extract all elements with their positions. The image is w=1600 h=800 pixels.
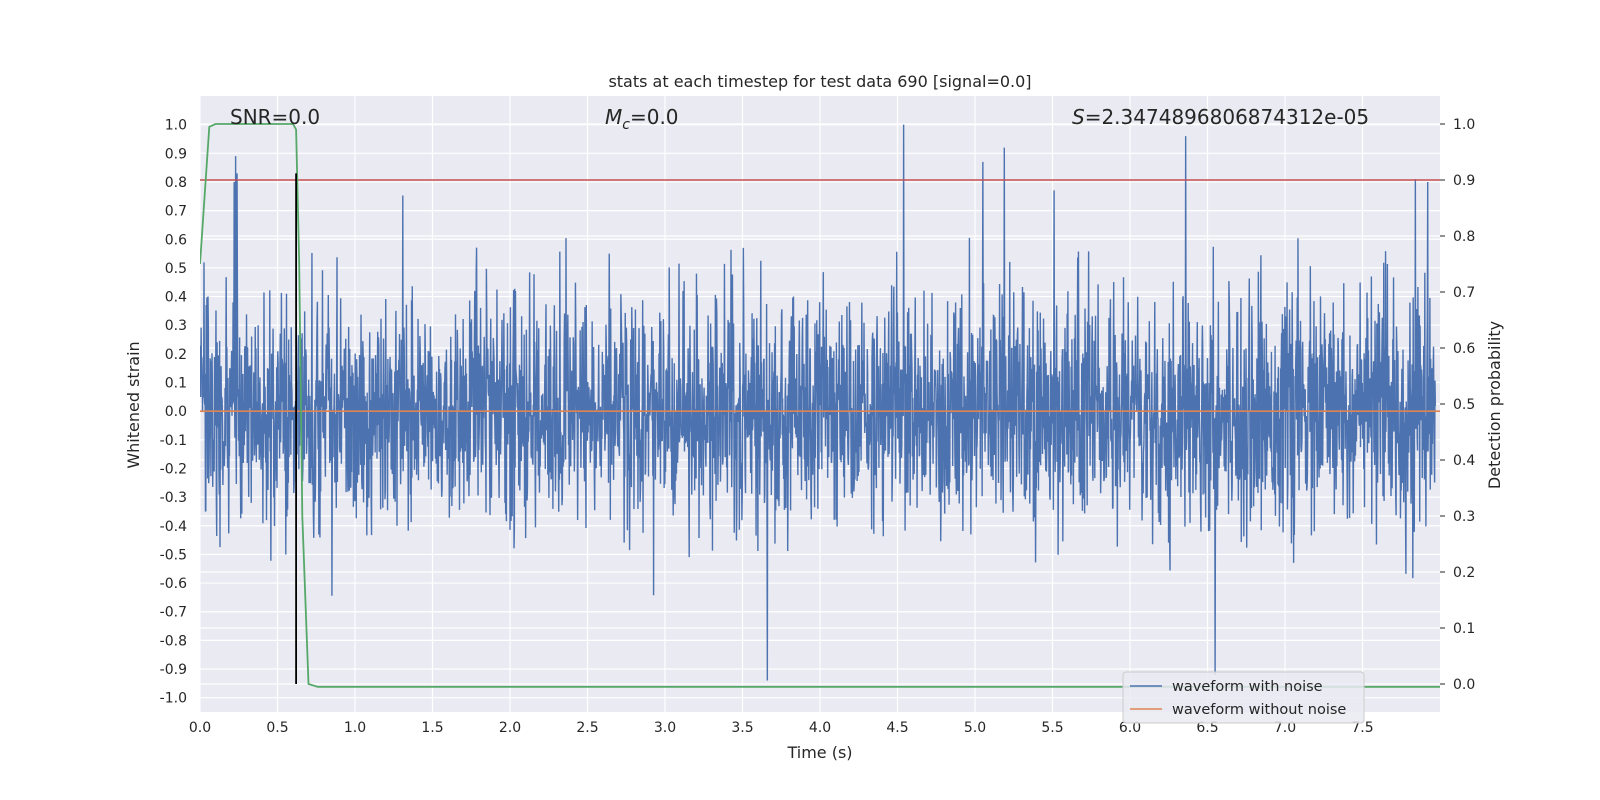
y-axis-label: Whitened strain — [124, 341, 143, 468]
noise-waveform-path — [200, 124, 1437, 681]
mc-subscript: c — [622, 117, 630, 133]
y-tick-label: -0.6 — [160, 576, 187, 592]
mc-annotation: Mc=0.0 — [605, 105, 679, 133]
y-tick-label: 0.1 — [165, 376, 187, 392]
x-tick-label: 2.0 — [499, 720, 521, 736]
x-tick-label: 7.5 — [1351, 720, 1373, 736]
chart-title: stats at each timestep for test data 690… — [608, 72, 1031, 91]
y-tick-label: 0.0 — [165, 404, 187, 420]
detection-probability-path — [200, 123, 1440, 688]
legend: waveform with noise waveform without noi… — [1122, 671, 1365, 724]
x-tick-label: 2.5 — [576, 720, 598, 736]
y2-tick-label: 0.0 — [1453, 677, 1475, 693]
y-tick-label: 0.2 — [165, 347, 187, 363]
y-tick-label: 1.0 — [165, 118, 187, 134]
s-annotation: S=2.3474896806874312e-05 — [1072, 105, 1369, 129]
y2-tick-label: 0.3 — [1453, 509, 1475, 525]
y-tick-label: -0.1 — [160, 433, 187, 449]
x-tick-label: 6.5 — [1196, 720, 1218, 736]
mc-symbol: M — [605, 105, 622, 129]
y-tick-label: 0.4 — [165, 290, 187, 306]
series-waveform-with-noise — [200, 124, 1437, 681]
y2-tick-label: 0.6 — [1453, 341, 1475, 357]
x-tick-label: 0.0 — [189, 720, 211, 736]
x-tick-label: 4.5 — [886, 720, 908, 736]
x-tick-label: 3.0 — [654, 720, 676, 736]
x-tick-label: 5.0 — [964, 720, 986, 736]
x-tick-label: 4.0 — [809, 720, 831, 736]
y2-tick-labels: 1.0 0.9 0.8 0.7 0.6 0.5 0.4 0.3 0.2 0.1 0.0 — [1440, 117, 1475, 693]
x-tick-label: 1.0 — [344, 720, 366, 736]
y2-tick-label: 0.1 — [1453, 621, 1475, 637]
y2-axis-label: Detection probability — [1485, 321, 1504, 489]
x-tick-labels: 0.0 0.5 1.0 1.5 2.0 2.5 3.0 3.5 4.0 4.5 5.0 5.5 6.0 6… — [189, 720, 1374, 736]
y2-tick-label: 0.4 — [1453, 453, 1475, 469]
y-tick-label: 0.3 — [165, 318, 187, 334]
y-tick-label: -0.7 — [160, 605, 187, 621]
x-tick-label: 3.5 — [731, 720, 753, 736]
y-tick-label: -0.8 — [160, 633, 187, 649]
x-tick-label: 5.5 — [1041, 720, 1063, 736]
x-axis-label: Time (s) — [786, 743, 852, 762]
x-tick-label: 6.0 — [1119, 720, 1141, 736]
y-tick-label: -0.9 — [160, 662, 187, 678]
y-tick-label: -0.5 — [160, 547, 187, 563]
y2-tick-label: 0.5 — [1453, 397, 1475, 413]
y-tick-label: -1.0 — [160, 691, 187, 707]
y-tick-label: 0.7 — [165, 204, 187, 220]
legend-label-noise: waveform with noise — [1172, 679, 1323, 695]
s-symbol: S — [1072, 105, 1085, 129]
x-tick-label: 0.5 — [266, 720, 288, 736]
x-tick-label: 7.0 — [1274, 720, 1296, 736]
y2-tick-label: 0.2 — [1453, 565, 1475, 581]
y-tick-label: -0.3 — [160, 490, 187, 506]
legend-label-clean: waveform without noise — [1172, 702, 1346, 718]
y-tick-label: -0.2 — [160, 461, 187, 477]
y2-tick-label: 0.9 — [1453, 173, 1475, 189]
y-tick-label: 0.8 — [165, 175, 187, 191]
y2-tick-label: 0.7 — [1453, 285, 1475, 301]
y-tick-label: 0.5 — [165, 261, 187, 277]
series-detection-probability — [200, 123, 1440, 688]
y2-tick-label: 1.0 — [1453, 117, 1475, 133]
y-tick-label: 0.6 — [165, 232, 187, 248]
y2-tick-label: 0.8 — [1453, 229, 1475, 245]
legend-box — [1122, 671, 1365, 724]
snr-annotation: SNR=0.0 — [230, 105, 320, 129]
y-tick-label: 0.9 — [165, 146, 187, 162]
s-value: =2.3474896806874312e-05 — [1085, 105, 1369, 129]
y-tick-labels: 1.0 0.9 0.8 0.7 0.6 0.5 0.4 0.3 0.2 0.1 0.0 -0.1 -0.… — [160, 118, 187, 707]
x-tick-label: 1.5 — [421, 720, 443, 736]
mc-value: =0.0 — [630, 105, 679, 129]
y-tick-label: -0.4 — [160, 519, 187, 535]
